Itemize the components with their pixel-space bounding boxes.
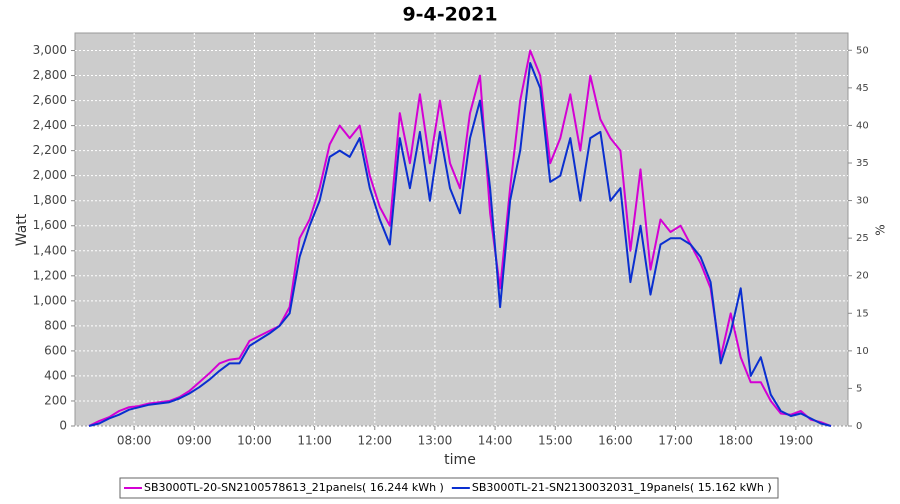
- y2-tick-label: 30: [856, 196, 869, 207]
- y-tick-label: 2,600: [33, 93, 67, 107]
- series-line: [88, 62, 832, 427]
- legend-label: SB3000TL-21-SN2130032031_19panels( 15.16…: [472, 481, 772, 494]
- chart-title: 9-4-2021: [402, 4, 497, 26]
- y-tick-label: 1,600: [33, 218, 67, 232]
- x-tick-label: 18:00: [718, 434, 753, 448]
- x-tick-label: 17:00: [658, 434, 693, 448]
- y-tick-label: 1,400: [33, 243, 67, 257]
- y-tick-label: 2,400: [33, 118, 67, 132]
- y-axis-label: Watt: [14, 213, 30, 246]
- y-tick-label: 1,000: [33, 293, 67, 307]
- y2-tick-label: 5: [856, 383, 862, 394]
- y-tick-label: 1,200: [33, 268, 67, 282]
- y-tick-label: 2,000: [33, 168, 67, 182]
- y-tick-label: 2,200: [33, 143, 67, 157]
- y-tick-label: 0: [59, 419, 67, 433]
- x-tick-label: 14:00: [478, 434, 513, 448]
- x-tick-label: 13:00: [418, 434, 453, 448]
- y-tick-label: 3,000: [33, 43, 67, 57]
- x-tick-label: 12:00: [357, 434, 392, 448]
- x-tick-label: 15:00: [538, 434, 573, 448]
- y2-tick-label: 20: [856, 271, 869, 282]
- y2-tick-label: 50: [856, 45, 869, 56]
- legend: [119, 477, 779, 499]
- y2-axis-label: %: [874, 224, 888, 235]
- x-tick-label: 11:00: [297, 434, 332, 448]
- x-tick-label: 16:00: [598, 434, 633, 448]
- y-tick-label: 600: [44, 343, 67, 357]
- legend-label: SB3000TL-20-SN2100578613_21panels( 16.24…: [144, 481, 444, 494]
- y-tick-label: 1,800: [33, 193, 67, 207]
- y-tick-label: 200: [44, 393, 67, 407]
- y-tick-label: 2,800: [33, 68, 67, 82]
- y2-tick-label: 35: [856, 158, 869, 169]
- x-tick-label: 10:00: [237, 434, 272, 448]
- plot-area: [74, 32, 849, 427]
- y2-tick-label: 25: [856, 233, 869, 244]
- x-tick-label: 19:00: [779, 434, 814, 448]
- y-tick-label: 800: [44, 318, 67, 332]
- y2-tick-label: 10: [856, 346, 869, 357]
- y2-tick-label: 0: [856, 421, 862, 432]
- y2-tick-label: 40: [856, 120, 869, 131]
- y2-tick-label: 45: [856, 83, 869, 94]
- series-line: [88, 49, 832, 427]
- x-tick-label: 08:00: [117, 434, 152, 448]
- y-tick-label: 400: [44, 368, 67, 382]
- x-tick-label: 09:00: [177, 434, 212, 448]
- x-axis-label: time: [444, 452, 476, 468]
- y2-tick-label: 15: [856, 308, 869, 319]
